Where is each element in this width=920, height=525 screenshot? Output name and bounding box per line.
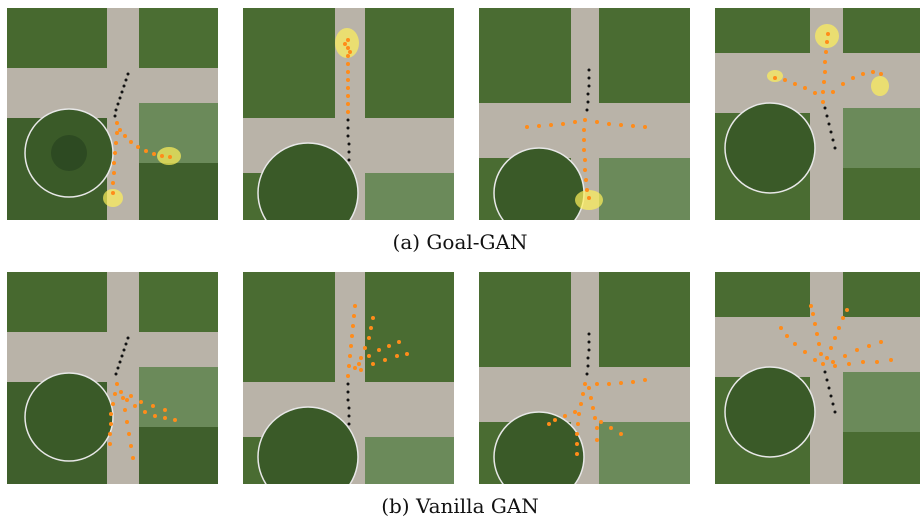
goal-heatmap [335,28,359,58]
caption-goal-gan: (a) Goal-GAN [392,230,528,254]
caption-vanilla-gan: (b) Vanilla GAN [381,494,539,518]
predicted-trajectories [779,304,893,368]
predicted-trajectories [547,378,647,456]
aerial-scene-3 [479,8,690,220]
predicted-trajectories [525,118,647,200]
observed-track [346,382,351,426]
aerial-scene-4 [715,8,920,220]
aerial-scene-6 [243,272,454,484]
goal-gan-panel-3 [479,8,690,220]
predicted-trajectories [108,382,177,460]
vanilla-gan-panel-4 [715,272,920,484]
aerial-scene-1 [7,8,218,220]
vanilla-gan-panel-1 [7,272,218,484]
aerial-scene-7 [479,272,690,484]
vanilla-gan-panel-2 [243,272,454,484]
predicted-trajectories [343,38,352,114]
aerial-scene-5 [7,272,218,484]
predicted-trajectories [346,304,409,378]
aerial-scene-8 [715,272,920,484]
goal-heatmap [767,24,889,96]
observed-track [346,118,351,162]
observed-track [585,68,591,112]
goal-heatmap [103,147,181,207]
goal-gan-panel-2 [243,8,454,220]
observed-track [114,336,130,376]
vanilla-gan-panel-3 [479,272,690,484]
predicted-trajectories [773,32,883,104]
observed-track [585,332,591,376]
observed-track [823,370,837,414]
goal-gan-panel-4 [715,8,920,220]
observed-track [113,72,130,118]
observed-track [823,106,837,150]
aerial-scene-2 [243,8,454,220]
goal-gan-panel-1 [7,8,218,220]
predicted-trajectories [111,121,172,195]
